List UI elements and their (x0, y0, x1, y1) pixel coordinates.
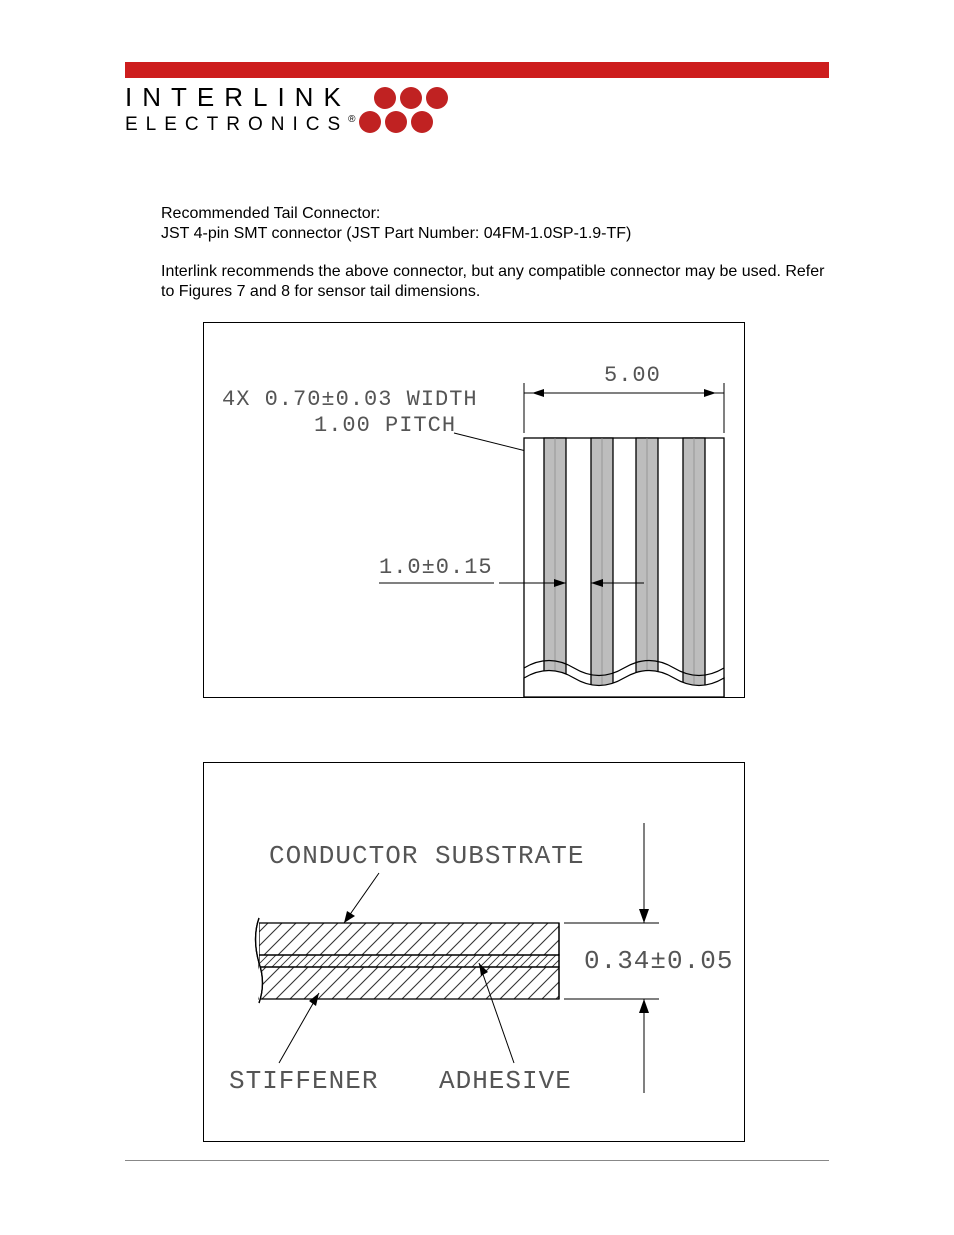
recommended-note: Interlink recommends the above connector… (161, 262, 829, 302)
recommended-part: JST 4-pin SMT connector (JST Part Number… (161, 225, 631, 242)
logo-text-top: INTERLINK (125, 84, 351, 112)
label-stiffener: STIFFENER (229, 1066, 378, 1096)
figure-tail-cross-section: CONDUCTOR SUBSTRATE ADHESIVE (203, 762, 745, 1142)
logo-text-bottom: ELECTRONICS (125, 114, 348, 135)
dim-trace-width: 4X 0.70±0.03 WIDTH (222, 387, 478, 412)
figure-tail-plan-view: 5.00 4X 0.70±0.03 WIDTH 1.00 PITCH (203, 322, 745, 698)
svg-text:ELECTRONICS®: ELECTRONICS® (125, 114, 364, 135)
recommended-title: Recommended Tail Connector: (161, 205, 380, 222)
dim-pitch: 1.00 PITCH (314, 413, 456, 438)
body-text-block: Recommended Tail Connector: JST 4-pin SM… (161, 204, 829, 302)
company-logo: INTERLINK ELECTRONICS® (125, 84, 465, 140)
logo-dots-icon (359, 87, 448, 133)
label-conductor-substrate: CONDUCTOR SUBSTRATE (269, 841, 584, 871)
dim-overall-width: 5.00 (604, 363, 661, 388)
footer-divider (125, 1160, 829, 1161)
dim-gap: 1.0±0.15 (379, 555, 493, 580)
label-adhesive: ADHESIVE (439, 1066, 572, 1096)
dim-thickness: 0.34±0.05 (584, 946, 733, 976)
header-red-bar (125, 62, 829, 78)
